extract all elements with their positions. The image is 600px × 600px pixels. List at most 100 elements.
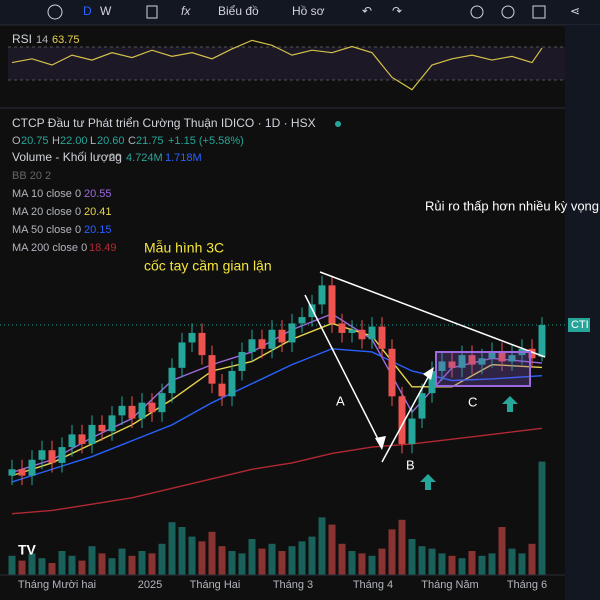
volume-bar <box>88 546 96 575</box>
search-button[interactable] <box>470 5 484 19</box>
candle-body <box>168 367 176 394</box>
time-label: Tháng 6 <box>507 579 547 591</box>
ma200-value: 18.49 <box>89 242 117 254</box>
pattern-title: Mẫu hình 3C <box>144 240 224 256</box>
candle-body <box>438 361 446 371</box>
candle-body <box>38 450 46 460</box>
candle-body <box>158 393 166 413</box>
volume-bar <box>178 527 186 575</box>
symbol-tag-bg <box>568 318 590 332</box>
volume-bar <box>118 548 126 575</box>
volume-bar <box>318 517 326 575</box>
volume-bar <box>438 553 446 575</box>
candle-body <box>318 285 326 305</box>
candle-body <box>538 325 546 357</box>
volume-bar <box>288 546 296 575</box>
market-status <box>335 121 341 127</box>
add-symbol-button[interactable] <box>47 4 63 20</box>
risk-note: Rủi ro thấp hơn nhiều kỳ vọng <box>425 198 599 213</box>
symbol-tag: CTI <box>571 319 589 331</box>
volume-bar <box>208 531 216 575</box>
high-value: 22.00 <box>60 135 88 147</box>
low-label: L <box>90 135 96 147</box>
volume-bar <box>38 558 46 575</box>
leg-b-arrow <box>423 367 434 380</box>
candle-body <box>118 405 126 416</box>
high-label: H <box>52 135 60 147</box>
close-label: C <box>128 135 136 147</box>
volume-bar <box>528 543 536 575</box>
volume-bar <box>268 543 276 575</box>
pattern-subtitle: cốc tay cầm gian lận <box>144 258 272 274</box>
volume-bar <box>408 539 416 575</box>
volume-bar <box>458 558 466 575</box>
profile-menu[interactable]: Hồ sơ <box>292 4 325 18</box>
volume-bar <box>418 546 426 575</box>
volume-bar <box>78 560 86 575</box>
candle-body <box>378 326 386 349</box>
time-label: Tháng 3 <box>273 579 313 591</box>
volume-bar <box>128 555 136 575</box>
candle-body <box>268 329 276 349</box>
low-value: 20.60 <box>97 135 125 147</box>
candle-body <box>258 339 266 349</box>
fullscreen-button[interactable] <box>532 5 546 19</box>
volume-bar <box>378 548 386 575</box>
chart-menu[interactable]: Biểu đồ <box>218 4 259 18</box>
candle-body <box>508 355 516 362</box>
redo-button[interactable]: ↷ <box>392 4 402 18</box>
volume-bar <box>398 519 406 575</box>
ma10-value: 20.55 <box>84 188 112 200</box>
moving-average-line <box>11 348 543 483</box>
volume-bar <box>428 548 436 575</box>
volume-bar <box>498 527 506 575</box>
ma10-name: MA 10 close 0 <box>12 188 81 200</box>
toolbar <box>0 0 600 25</box>
indicators-button[interactable]: fx <box>181 4 191 18</box>
ma200-name: MA 200 close 0 <box>12 242 87 254</box>
candle-body <box>248 339 256 352</box>
candle-body <box>278 329 286 343</box>
volume-bar <box>28 553 36 575</box>
interval-w[interactable]: W <box>100 4 112 18</box>
interval-d[interactable]: D <box>83 4 92 18</box>
candle-body <box>128 405 136 419</box>
volume-bar <box>468 551 476 575</box>
time-label: Tháng Năm <box>421 579 478 591</box>
volume-bar <box>18 560 26 575</box>
volume-bar <box>238 553 246 575</box>
candle-body <box>58 447 66 463</box>
settings-button[interactable] <box>501 5 515 19</box>
volume-bar <box>138 551 146 575</box>
candle-body <box>8 469 16 476</box>
label-c: C <box>468 394 477 409</box>
time-label: 2025 <box>138 579 162 591</box>
trend-line-top <box>319 271 546 358</box>
candle-body <box>408 418 416 444</box>
candle-body <box>178 342 186 368</box>
candle-body <box>218 383 226 397</box>
label-b: B <box>406 457 415 472</box>
candle-body <box>358 329 366 340</box>
volume-bar <box>148 553 156 575</box>
candle-body <box>478 358 486 365</box>
candle-body <box>298 317 306 324</box>
volume-bar <box>168 522 176 575</box>
leg-a-arrow <box>375 436 386 450</box>
share-button[interactable]: ⋖ <box>570 4 580 18</box>
candle-body <box>18 469 26 476</box>
volume-bar <box>388 529 396 575</box>
candle-type-button[interactable] <box>146 5 158 19</box>
candle-body <box>98 424 106 432</box>
candle-body <box>88 424 96 444</box>
candle-body <box>428 370 436 394</box>
undo-button[interactable]: ↶ <box>362 4 372 18</box>
candle-body <box>348 329 356 333</box>
leg-b-line <box>381 369 433 463</box>
close-value: 21.75 <box>136 135 164 147</box>
rsi-line <box>11 39 543 91</box>
open-label: O <box>12 135 21 147</box>
green-arrow-b <box>420 474 436 490</box>
